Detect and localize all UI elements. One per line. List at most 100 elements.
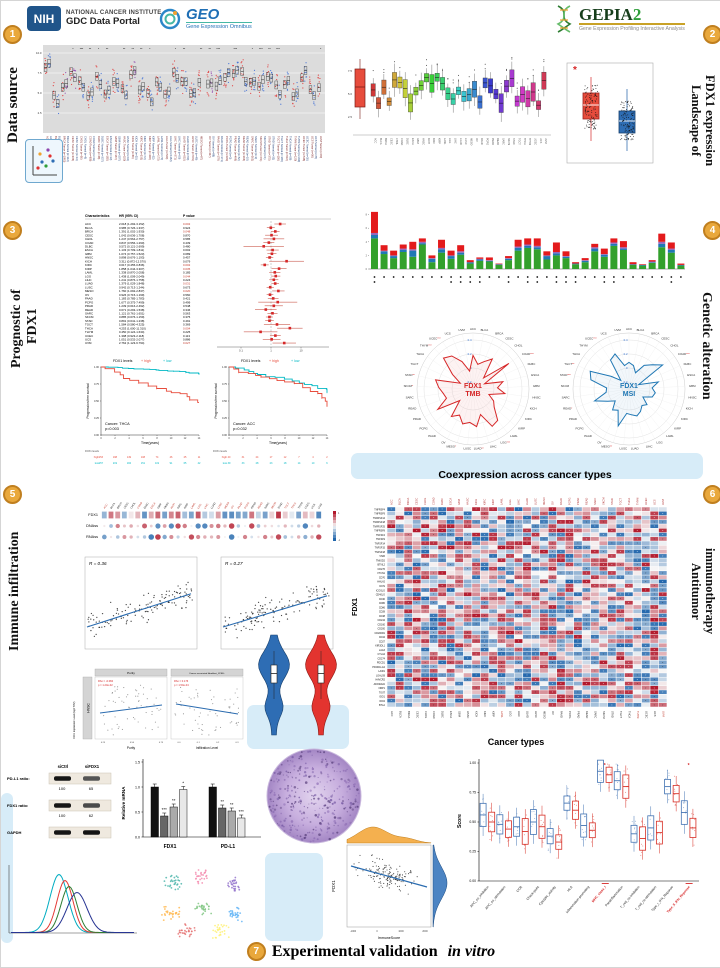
svg-text:KICH: KICH xyxy=(530,407,537,411)
svg-text:*: * xyxy=(391,652,392,656)
svg-text:*: * xyxy=(586,648,587,652)
svg-text:*: * xyxy=(552,525,553,529)
svg-text:*: * xyxy=(518,699,519,703)
svg-text:*: * xyxy=(442,610,443,614)
svg-text:KIRP: KIRP xyxy=(183,502,190,509)
svg-text:PRAD: PRAD xyxy=(250,501,257,509)
svg-text:0.5: 0.5 xyxy=(135,810,140,814)
svg-text:STAD: STAD xyxy=(277,502,284,510)
svg-text:**: ** xyxy=(221,799,225,804)
svg-text:0: 0 xyxy=(100,437,102,440)
svg-text:LUSC: LUSC xyxy=(534,711,538,718)
svg-text:*: * xyxy=(543,665,544,669)
svg-text:*: * xyxy=(569,610,570,614)
svg-text:*: * xyxy=(408,554,409,558)
svg-text:*: * xyxy=(425,623,426,627)
section-label-landscape-2: FDX1 expression xyxy=(702,51,717,191)
svg-text:*: * xyxy=(526,605,527,609)
svg-text:LUSC: LUSC xyxy=(619,447,627,451)
svg-text:*: * xyxy=(603,571,604,575)
svg-text:*: * xyxy=(484,567,485,571)
svg-text:STAD Normal (n=32): STAD Normal (n=32) xyxy=(271,136,275,160)
svg-text:KIRC: KIRC xyxy=(525,417,532,421)
svg-text:*: * xyxy=(577,546,578,550)
svg-text:UVM: UVM xyxy=(85,341,92,345)
svg-text:*: * xyxy=(654,537,655,541)
svg-text:Characteristics: Characteristics xyxy=(85,214,110,218)
svg-text:62: 62 xyxy=(89,813,94,818)
svg-text:*: * xyxy=(577,691,578,695)
svg-text:*: * xyxy=(442,644,443,648)
svg-text:*: * xyxy=(543,520,544,524)
svg-text:14: 14 xyxy=(298,462,301,465)
svg-text:*: * xyxy=(637,703,638,707)
svg-text:*: * xyxy=(662,554,663,558)
svg-text:UVM Tumor (n=80): UVM Tumor (n=80) xyxy=(319,136,323,158)
svg-text:STAD Tumor (n=375): STAD Tumor (n=375) xyxy=(268,136,272,161)
svg-text:*: * xyxy=(654,652,655,656)
svg-text:*: * xyxy=(391,550,392,554)
svg-text:LUAD**: LUAD** xyxy=(474,447,485,451)
svg-text:*: * xyxy=(442,508,443,512)
svg-text:*: * xyxy=(662,665,663,669)
svg-text:*: * xyxy=(543,678,544,682)
svg-text:*: * xyxy=(594,657,595,661)
svg-text:*: * xyxy=(628,695,629,699)
svg-text:*: * xyxy=(518,529,519,533)
svg-text:Rho = -0.084: Rho = -0.084 xyxy=(98,679,114,683)
correlation-scatter-1: R = 0.36 xyxy=(71,549,203,657)
svg-text:KIRC: KIRC xyxy=(432,138,435,144)
svg-text:*: * xyxy=(442,699,443,703)
svg-text:0.3: 0.3 xyxy=(235,742,239,744)
svg-text:*: * xyxy=(654,554,655,558)
svg-text:LUSC: LUSC xyxy=(464,138,467,145)
svg-text:BRCA Normal (n=112): BRCA Normal (n=112) xyxy=(66,136,70,162)
svg-text:TNFSF9: TNFSF9 xyxy=(376,538,386,541)
svg-text:READ: READ xyxy=(408,407,416,411)
svg-text:74: 74 xyxy=(156,456,159,459)
svg-text:*: * xyxy=(560,665,561,669)
svg-text:THCA: THCA xyxy=(627,711,631,718)
svg-text:Progression free survival: Progression free survival xyxy=(214,383,218,418)
svg-text:*: * xyxy=(594,550,595,554)
svg-text:198: 198 xyxy=(113,456,118,459)
svg-text:*: * xyxy=(433,699,434,703)
svg-text:PCPG Tumor (n=183): PCPG Tumor (n=183) xyxy=(225,136,229,161)
svg-text:*: * xyxy=(493,537,494,541)
svg-text:CTLA4: CTLA4 xyxy=(378,653,386,656)
svg-text:8: 8 xyxy=(366,214,368,217)
svg-text:*: * xyxy=(467,618,468,622)
svg-text:*: * xyxy=(552,605,553,609)
data-scatter-icon xyxy=(25,139,63,183)
svg-text:CD86: CD86 xyxy=(379,606,386,609)
svg-text:*: * xyxy=(442,525,443,529)
svg-text:*: * xyxy=(526,554,527,558)
svg-text:*: * xyxy=(442,691,443,695)
svg-text:*: * xyxy=(433,588,434,592)
svg-text:0.2: 0.2 xyxy=(216,742,220,744)
svg-text:*: * xyxy=(560,644,561,648)
svg-text:*: * xyxy=(620,657,621,661)
svg-text:*: * xyxy=(484,635,485,639)
svg-text:**: ** xyxy=(172,798,176,803)
svg-text:*: * xyxy=(476,665,477,669)
svg-text:*: * xyxy=(399,576,400,580)
svg-text:*: * xyxy=(425,554,426,558)
svg-text:*: * xyxy=(484,644,485,648)
svg-text:R = 0.36: R = 0.36 xyxy=(89,561,107,566)
svg-text:*: * xyxy=(467,605,468,609)
section-label-prognostic-2: FDX1 xyxy=(25,281,41,371)
svg-text:*: * xyxy=(518,686,519,690)
svg-text:DLBC: DLBC xyxy=(684,362,692,366)
svg-text:GBM: GBM xyxy=(689,384,696,388)
svg-text:*: * xyxy=(399,678,400,682)
svg-text:*: * xyxy=(654,588,655,592)
svg-text:THYM: THYM xyxy=(636,711,640,718)
svg-text:UCS Normal (n=78): UCS Normal (n=78) xyxy=(314,136,318,159)
svg-text:*: * xyxy=(493,686,494,690)
svg-text:*: * xyxy=(408,546,409,550)
svg-text:*: * xyxy=(425,550,426,554)
svg-text:*: * xyxy=(510,571,511,575)
svg-text:*: * xyxy=(518,546,519,550)
svg-text:+: + xyxy=(185,370,187,374)
